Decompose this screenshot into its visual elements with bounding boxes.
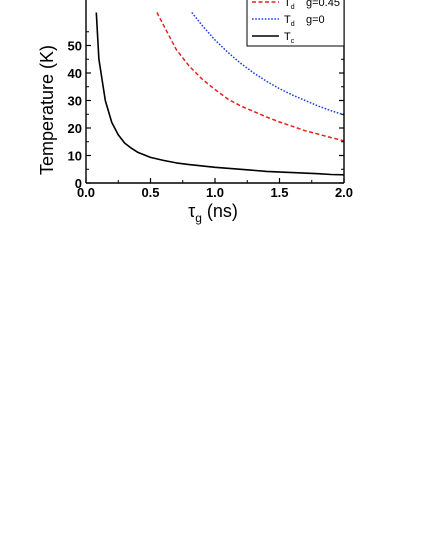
- legend-symbol: T: [284, 14, 291, 26]
- x-tick-label: 0.0: [77, 185, 95, 200]
- legend-subscript: d: [291, 21, 295, 28]
- series-line-tc: [95, 12, 344, 176]
- labels-layer: 0.0 0.5 1.0 1.5 2.0 0 10 20 30 40 50 τg (ns) Tempera…: [37, 39, 353, 226]
- series-layer: [95, 12, 344, 176]
- legend-box: [246, 0, 345, 47]
- y-axis-title: Temperature (K): [37, 45, 57, 175]
- x-axis-title-unit: (ns): [202, 201, 238, 221]
- legend-label-td-g0: Td g=0: [284, 14, 325, 28]
- y-tick-label: 50: [68, 39, 82, 54]
- series-line-td-g045: [156, 12, 344, 142]
- axes-layer: [85, 0, 345, 184]
- y-tick-label: 30: [68, 94, 82, 109]
- x-tick-label: 2.0: [335, 185, 353, 200]
- x-tick-label: 1.0: [206, 185, 224, 200]
- x-tick-label: 0.5: [141, 185, 159, 200]
- x-axis-title-subscript: g: [195, 211, 202, 225]
- x-axis-title-symbol: τ: [188, 201, 195, 221]
- y-tick-label: 10: [68, 149, 82, 164]
- y-tick-label: 40: [68, 66, 82, 81]
- legend-subscript: c: [291, 38, 295, 45]
- y-tick-label: 20: [68, 121, 82, 136]
- x-tick-label: 1.5: [270, 185, 288, 200]
- y-tick-label: 0: [75, 176, 82, 191]
- legend-parameter: g=0.45: [306, 0, 340, 9]
- legend-label-td-g045: Td g=0.45: [284, 0, 340, 11]
- series-line-td-g0: [191, 12, 344, 116]
- legend-symbol: T: [284, 31, 291, 43]
- legend: Td g=0.45 Td g=0 Tc: [246, 0, 345, 47]
- legend-subscript: d: [291, 4, 295, 11]
- legend-symbol: T: [284, 0, 291, 9]
- legend-label-tc: Tc: [284, 31, 295, 45]
- legend-parameter: g=0: [306, 14, 325, 26]
- x-axis-title: τg (ns): [188, 201, 238, 225]
